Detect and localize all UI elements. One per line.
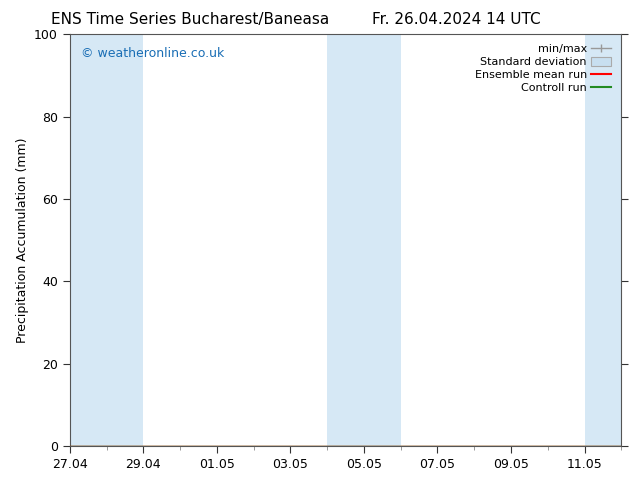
Text: Fr. 26.04.2024 14 UTC: Fr. 26.04.2024 14 UTC (372, 12, 541, 27)
Y-axis label: Precipitation Accumulation (mm): Precipitation Accumulation (mm) (15, 137, 29, 343)
Bar (107, 34, 143, 446)
Bar (70, 34, 107, 446)
Text: ENS Time Series Bucharest/Baneasa: ENS Time Series Bucharest/Baneasa (51, 12, 329, 27)
Bar (585, 34, 621, 446)
Bar (327, 34, 364, 446)
Bar (364, 34, 401, 446)
Text: © weatheronline.co.uk: © weatheronline.co.uk (81, 47, 224, 60)
Legend: min/max, Standard deviation, Ensemble mean run, Controll run: min/max, Standard deviation, Ensemble me… (470, 40, 616, 98)
